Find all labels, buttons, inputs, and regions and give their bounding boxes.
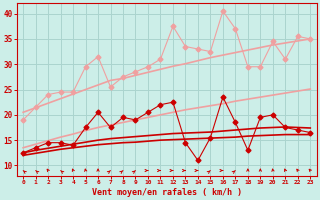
X-axis label: Vent moyen/en rafales ( km/h ): Vent moyen/en rafales ( km/h ) [92,188,242,197]
